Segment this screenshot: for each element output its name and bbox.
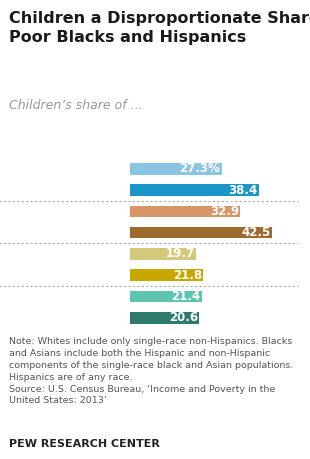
Text: Children’s share of ...: Children’s share of ... [9, 99, 143, 112]
Text: 21.8: 21.8 [173, 269, 202, 282]
Bar [130, 312, 199, 324]
Text: Children a Disproportionate Share of
Poor Blacks and Hispanics: Children a Disproportionate Share of Poo… [9, 11, 310, 45]
Bar [130, 227, 272, 239]
Bar [130, 269, 203, 281]
Bar [130, 206, 240, 217]
Text: 20.6: 20.6 [169, 311, 198, 324]
Text: Note: Whites include only single-race non-Hispanics. Blacks
and Asians include b: Note: Whites include only single-race no… [9, 337, 294, 405]
Text: 19.7: 19.7 [166, 247, 195, 260]
Text: 42.5: 42.5 [242, 226, 271, 239]
Bar [130, 248, 196, 260]
Text: 27.3%: 27.3% [179, 162, 220, 175]
Text: 21.4: 21.4 [171, 290, 201, 303]
Bar [130, 184, 259, 196]
Bar [130, 163, 222, 175]
Text: 32.9: 32.9 [210, 205, 239, 218]
Bar [130, 291, 202, 302]
Text: 38.4: 38.4 [228, 184, 257, 196]
Text: PEW RESEARCH CENTER: PEW RESEARCH CENTER [9, 439, 160, 449]
